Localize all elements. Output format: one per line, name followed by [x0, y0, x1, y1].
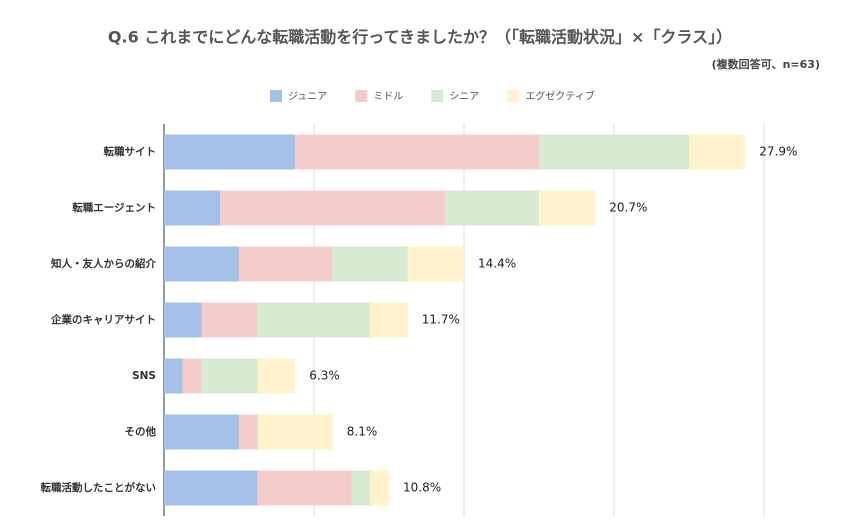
bar-segment: [370, 302, 408, 338]
bar-segment: [295, 134, 539, 170]
legend-label: シニア: [449, 92, 479, 103]
bar-segment: [445, 190, 539, 226]
bar-segment: [332, 246, 408, 282]
bar-segment: [370, 470, 389, 506]
y-tick-label: 転職活動したことがない: [41, 481, 157, 494]
total-label: 27.9%: [759, 145, 797, 159]
bar-segment: [407, 246, 464, 282]
bar-segment: [239, 414, 258, 450]
y-tick-label: 転職エージェント: [72, 201, 156, 214]
total-label: 6.3%: [309, 369, 340, 383]
bar-segment: [201, 302, 258, 338]
bar-segment: [182, 358, 202, 394]
bar-segment: [239, 246, 333, 282]
bar-segment: [220, 190, 446, 226]
bar-segment: [164, 414, 239, 450]
y-tick-label: 転職サイト: [104, 145, 157, 158]
bar-segment: [201, 358, 258, 394]
total-label: 8.1%: [347, 425, 378, 439]
legend-label: ミドル: [373, 92, 403, 103]
bar-segment: [539, 134, 689, 170]
total-label: 11.7%: [422, 313, 460, 327]
bar-segment: [257, 358, 296, 394]
bar-segment: [164, 358, 183, 394]
y-tick-label: 知人・友人からの紹介: [51, 257, 156, 270]
bar-segment: [539, 190, 596, 226]
bar-segment: [257, 302, 371, 338]
total-label: 14.4%: [478, 257, 516, 271]
bar-segment: [164, 302, 202, 338]
legend-label: ジュニア: [288, 92, 327, 103]
total-label: 20.7%: [609, 201, 647, 215]
legend-swatch: [507, 90, 520, 102]
bar-segment: [164, 190, 221, 226]
y-tick-label: SNS: [132, 370, 156, 382]
legend-swatch: [431, 90, 444, 102]
bar-segment: [164, 246, 239, 282]
bar-segment: [257, 470, 352, 506]
y-tick-label: その他: [125, 425, 157, 438]
y-tick-label: 企業のキャリアサイト: [50, 313, 156, 326]
bar-segment: [164, 470, 258, 506]
legend-label: エグゼクティブ: [525, 90, 594, 103]
chart-title: Q.6 これまでにどんな転職活動を行ってきましたか？（「転職活動状況」×「クラス…: [108, 28, 732, 47]
legend-swatch: [270, 90, 282, 102]
bar-segment: [164, 134, 296, 170]
bar-segment: [689, 134, 746, 170]
bar-segment: [351, 470, 371, 506]
chart-subtitle: (複数回答可、n=63): [712, 57, 820, 71]
bar-segment: [257, 414, 333, 450]
legend-swatch: [355, 90, 368, 102]
total-label: 10.8%: [403, 481, 441, 495]
